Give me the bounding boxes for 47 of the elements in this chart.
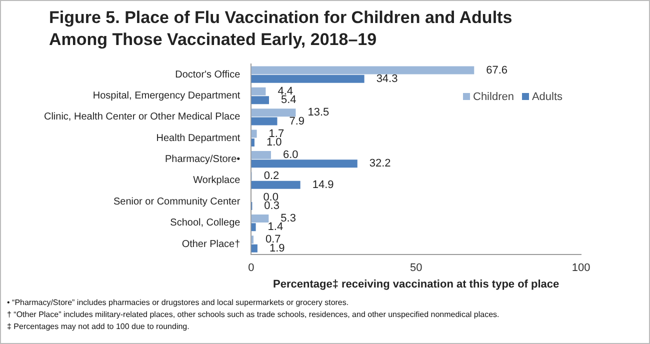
y-tick-label: Senior or Community Center (113, 196, 241, 208)
data-label: 67.6 (486, 64, 508, 76)
bar (251, 108, 296, 117)
y-tick-label: Pharmacy/Store• (164, 154, 241, 166)
y-tick-label: Workplace (193, 175, 241, 186)
data-label: 7.9 (289, 115, 305, 128)
x-axis-title: Percentage‡ receiving vaccination at this type of place (273, 278, 560, 290)
data-label: 1.0 (266, 136, 282, 148)
data-label: 0.3 (264, 200, 280, 212)
data-label: 32.2 (369, 158, 391, 170)
chart-title: Figure 5. Place of Flu Vaccination for Children and Adults Among Those Vaccinated Early, 2018–19 (49, 7, 514, 51)
data-label: 5.4 (281, 94, 296, 106)
text: † “Other Place” includes military-related places, other schools such as trade schools, residences, and other unspecified nonmedical places. (7, 309, 500, 321)
bar (251, 87, 266, 96)
text: • “Pharmacy/Store” includes pharmacies or drugstores and local supermarkets or grocery stores. (7, 297, 350, 309)
legend-label: Adults (530, 91, 563, 103)
bar (251, 130, 257, 138)
data-label: 0.2 (264, 170, 280, 182)
bar (251, 138, 254, 146)
data-label: 34.3 (376, 72, 398, 85)
data-label: 13.5 (308, 106, 330, 119)
y-tick-label: Clinic, Health Center or Other Medical Place (44, 112, 241, 123)
bar (251, 223, 256, 232)
bar (251, 74, 364, 83)
bar (251, 160, 358, 168)
data-label: 14.9 (312, 178, 334, 191)
data-label: 5.3 (280, 212, 296, 225)
x-tick-label: 0 (248, 262, 254, 274)
y-tick-label: School, College (170, 218, 241, 229)
bar (251, 180, 300, 189)
bar (251, 150, 271, 159)
bar (251, 96, 269, 104)
bar (251, 117, 278, 126)
bar (251, 66, 474, 74)
y-tick-label: Other Place† (182, 238, 240, 250)
y-tick-label: Health Department (156, 132, 240, 144)
bar (251, 244, 258, 252)
bar (251, 214, 269, 222)
x-tick-label: 50 (410, 262, 422, 274)
text: ‡ Percentages may not add to 100 due to rounding. (7, 321, 190, 333)
y-tick-label: Hospital, Emergency Department (92, 90, 240, 102)
legend-label: Children (472, 91, 514, 103)
x-tick-label: 100 (572, 262, 590, 274)
data-label: 6.0 (282, 148, 298, 161)
data-label: 1.4 (268, 221, 284, 234)
data-label: 1.9 (269, 242, 285, 254)
y-tick-label: Doctor's Office (175, 69, 241, 80)
